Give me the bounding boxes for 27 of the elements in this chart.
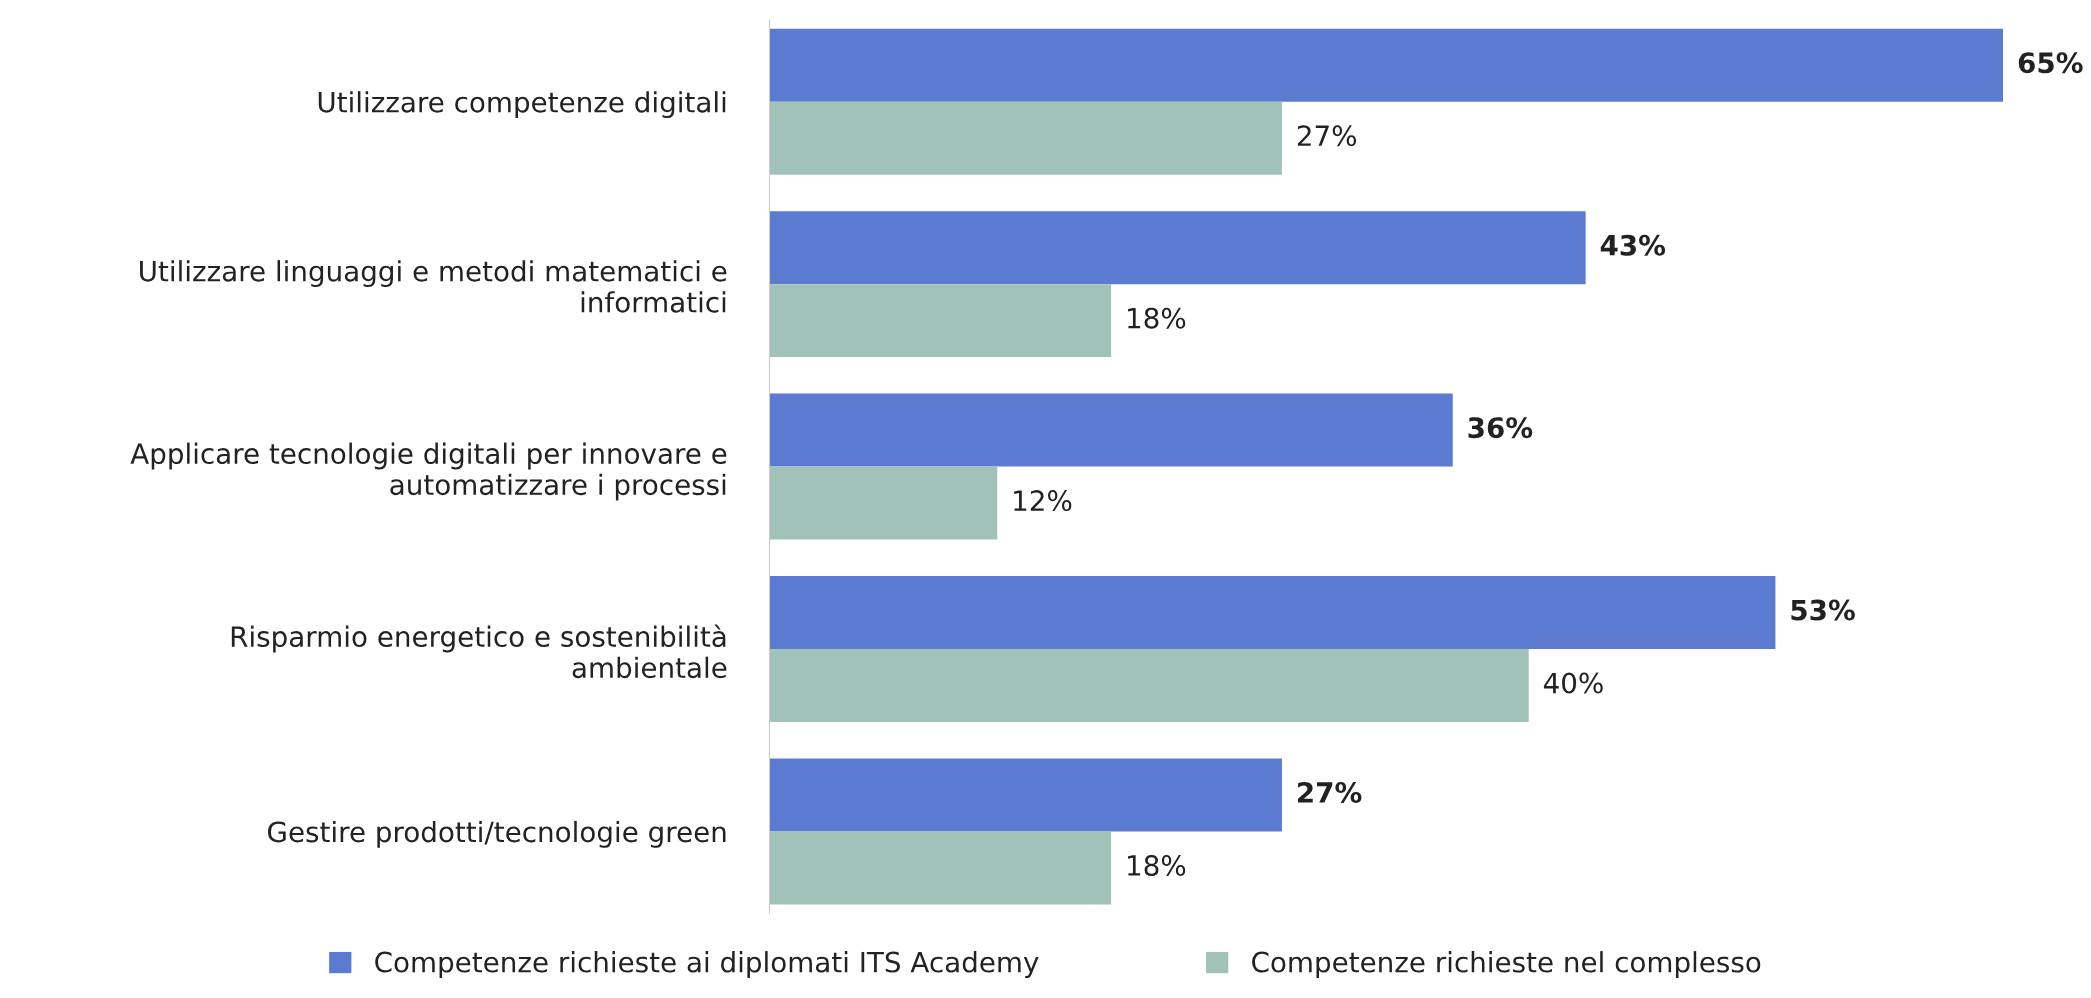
bar — [769, 28, 2004, 102]
bar — [769, 758, 1282, 832]
data-label: 36% — [1468, 417, 1533, 439]
bar — [769, 211, 1586, 285]
data-label: 43% — [1600, 234, 1666, 256]
data-label: 65% — [2018, 52, 2083, 74]
legend-label: Competenze richieste ai diplomati ITS Academy — [375, 951, 1039, 978]
data-label: 40% — [1543, 672, 1603, 694]
y-tick-label: Gestire prodotti/tecnologie green — [268, 820, 726, 848]
y-tick-label: Risparmio energetico e sostenibilità ambientale — [231, 624, 727, 679]
data-label: 27% — [1298, 782, 1362, 804]
y-tick-label: Utilizzare competenze digitali — [318, 91, 726, 119]
y-tick-label: Utilizzare linguaggi e metodi matematici e informatici — [140, 260, 727, 313]
data-label: 27% — [1297, 125, 1357, 147]
bar — [769, 576, 1776, 649]
data-label: 12% — [1014, 490, 1072, 512]
bar — [769, 649, 1529, 722]
data-label: 18% — [1128, 854, 1186, 876]
data-label: 53% — [1791, 599, 1855, 621]
data-label: 18% — [1128, 307, 1186, 329]
bar — [769, 101, 1282, 175]
bar — [769, 466, 998, 540]
bar — [769, 831, 1112, 905]
bar — [769, 284, 1112, 358]
legend-label: Competenze richieste nel complesso — [1252, 951, 1761, 978]
bar — [769, 393, 1453, 467]
y-tick-label: Applicare tecnologie digitali per innovare e automatizzare i processi — [130, 442, 727, 501]
